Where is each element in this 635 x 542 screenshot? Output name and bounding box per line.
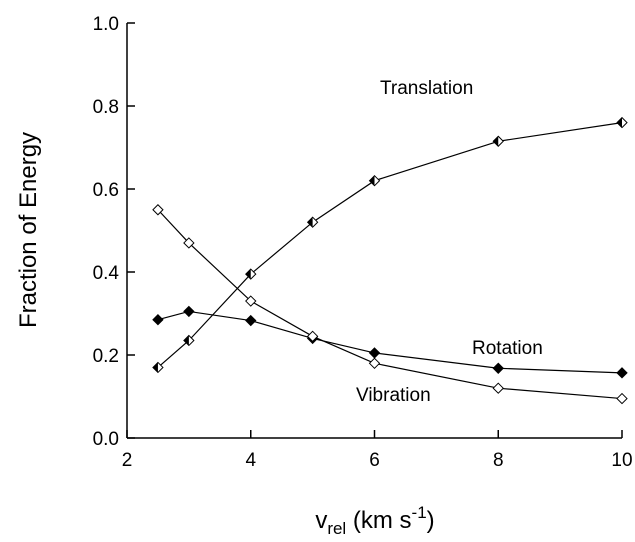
marker <box>616 367 628 379</box>
marker-shape <box>152 314 164 326</box>
marker-half <box>152 362 158 373</box>
marker-half <box>307 217 313 228</box>
series-line <box>157 310 623 374</box>
y-tick-label: 0.4 <box>93 263 120 284</box>
x-axis-label: vrel (km s-1) <box>315 503 434 537</box>
marker <box>368 357 381 370</box>
marker <box>152 204 164 216</box>
marker <box>368 347 381 359</box>
marker <box>245 314 257 327</box>
marker <box>306 216 319 228</box>
marker <box>152 314 164 326</box>
marker-shape <box>245 314 257 327</box>
x-label-base: v <box>315 507 327 534</box>
marker <box>245 268 257 280</box>
marker <box>306 330 319 343</box>
y-tick-label: 1.0 <box>93 14 119 35</box>
marker <box>152 361 164 374</box>
marker <box>183 305 195 318</box>
marker <box>183 334 195 347</box>
y-tick-label: 0.8 <box>93 97 119 118</box>
x-tick-label: 4 <box>245 450 256 471</box>
y-tick-label: 0.6 <box>93 180 119 201</box>
marker <box>368 174 381 187</box>
x-label-sup: -1 <box>412 503 427 522</box>
marker-half <box>617 117 622 128</box>
marker-half <box>369 175 375 186</box>
y-tick-label: 0.2 <box>93 346 119 367</box>
x-tick-label: 6 <box>369 450 380 471</box>
series-label: Translation <box>380 78 473 99</box>
marker-shape <box>306 330 319 343</box>
marker-shape <box>492 362 504 374</box>
marker-shape <box>616 367 628 379</box>
series-label: Vibration <box>356 385 431 406</box>
x-label-mid: (km s <box>346 507 411 534</box>
marker-shape <box>245 295 257 307</box>
marker <box>245 295 257 307</box>
marker <box>492 382 504 394</box>
marker-shape <box>183 237 195 249</box>
marker <box>616 116 628 129</box>
marker-half <box>245 269 251 280</box>
marker-half <box>183 335 189 346</box>
marker-shape <box>368 357 381 370</box>
x-tick-label: 10 <box>611 450 632 471</box>
y-axis-label: Fraction of Energy <box>15 132 42 328</box>
marker-shape <box>152 204 164 216</box>
series-label: Rotation <box>472 338 543 359</box>
marker-shape <box>368 347 381 359</box>
x-label-end: ) <box>427 507 435 534</box>
marker <box>183 237 195 249</box>
marker-shape <box>183 305 195 318</box>
marker-half <box>493 136 499 147</box>
marker-shape <box>616 392 628 405</box>
x-tick-label: 2 <box>122 450 133 471</box>
x-tick-label: 8 <box>493 450 504 471</box>
marker-shape <box>492 382 504 394</box>
marker <box>492 135 504 147</box>
y-tick-label: 0.0 <box>93 429 119 450</box>
marker <box>616 392 628 405</box>
marker <box>492 362 504 374</box>
series-line <box>157 122 623 368</box>
x-label-sub: rel <box>327 519 346 537</box>
